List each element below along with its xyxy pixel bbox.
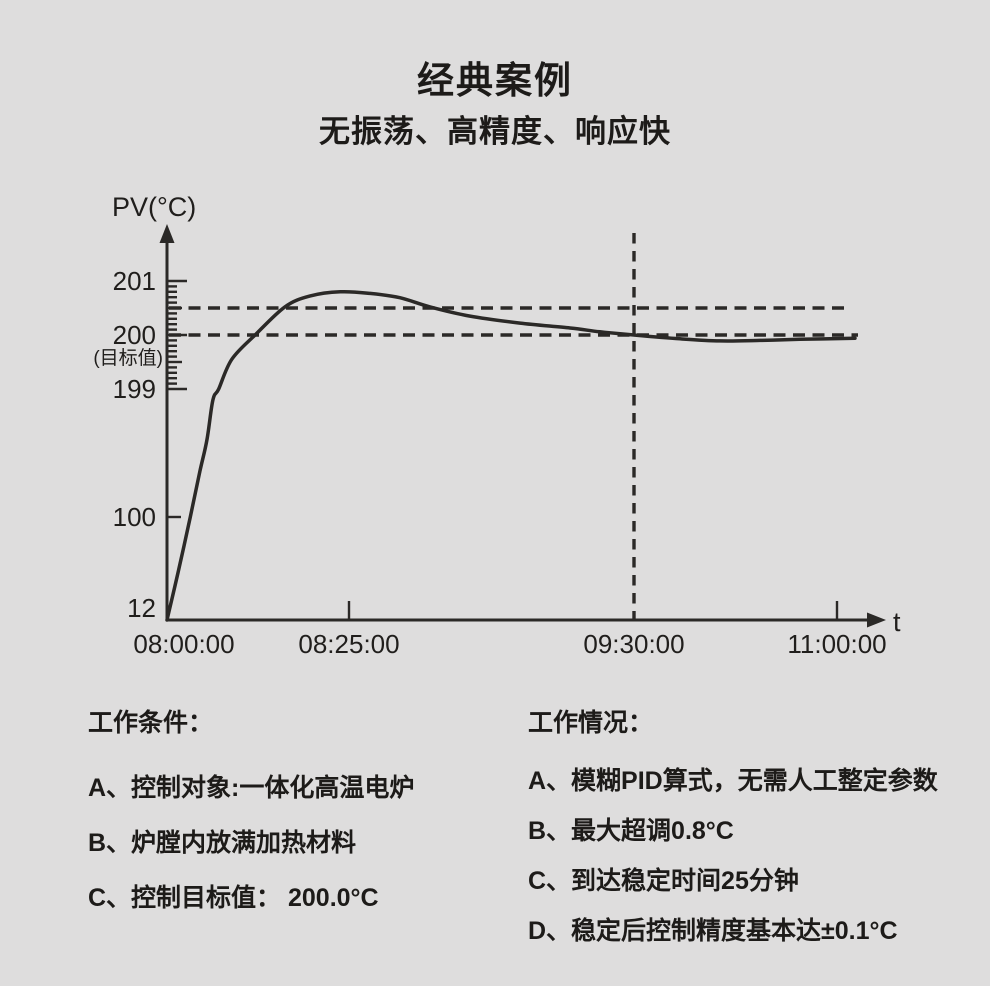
pv-curve (165, 289, 857, 622)
working-status-header: 工作情况： (528, 709, 654, 737)
working-status-section: 工作情况： A、模糊PID算式，无需人工整定参数 B、最大超调0.8°C C、到… (528, 706, 938, 964)
y-tick-label: 199 (113, 374, 156, 404)
page-subtitle: 无振荡、高精度、响应快 (319, 114, 671, 149)
y-axis-title: PV(°C) (112, 192, 196, 222)
status-item-b: B、最大超调0.8°C (528, 817, 734, 845)
y-tick-label: 100 (113, 502, 156, 532)
x-axis-title: t (893, 607, 901, 637)
y-tick-label: 201 (113, 266, 156, 296)
y-tick-label: 200 (113, 320, 156, 350)
status-item-c: C、到达稳定时间25分钟 (528, 867, 799, 895)
status-item-d: D、稳定后控制精度基本达±0.1°C (528, 917, 898, 945)
x-tick-label: 11:00:00 (787, 629, 886, 659)
condition-item-c: C、控制目标值： 200.0°C (88, 884, 379, 912)
condition-item-a: A、控制对象:一体化高温电炉 (88, 774, 415, 802)
y-axis-arrow-icon (159, 224, 175, 243)
x-tick-label: 09:30:00 (583, 629, 684, 659)
working-conditions-header: 工作条件： (88, 709, 214, 737)
condition-item-b: B、炉膛内放满加热材料 (88, 829, 357, 857)
status-item-a: A、模糊PID算式，无需人工整定参数 (528, 767, 938, 795)
page-title: 经典案例 (417, 60, 573, 101)
x-tick-label: 08:25:00 (298, 629, 399, 659)
x-tick-label: 08:00:00 (133, 629, 234, 659)
x-axis-arrow-icon (867, 612, 886, 628)
y-tick-label: 12 (127, 593, 156, 623)
pv-time-chart: 201 200 199 100 12 (目标值) 08:00:00 08:25:00 09:30… (93, 192, 901, 659)
working-conditions-section: 工作条件： A、控制对象:一体化高温电炉 B、炉膛内放满加热材料 C、控制目标值… (88, 706, 414, 936)
target-value-label: (目标值) (93, 347, 163, 369)
